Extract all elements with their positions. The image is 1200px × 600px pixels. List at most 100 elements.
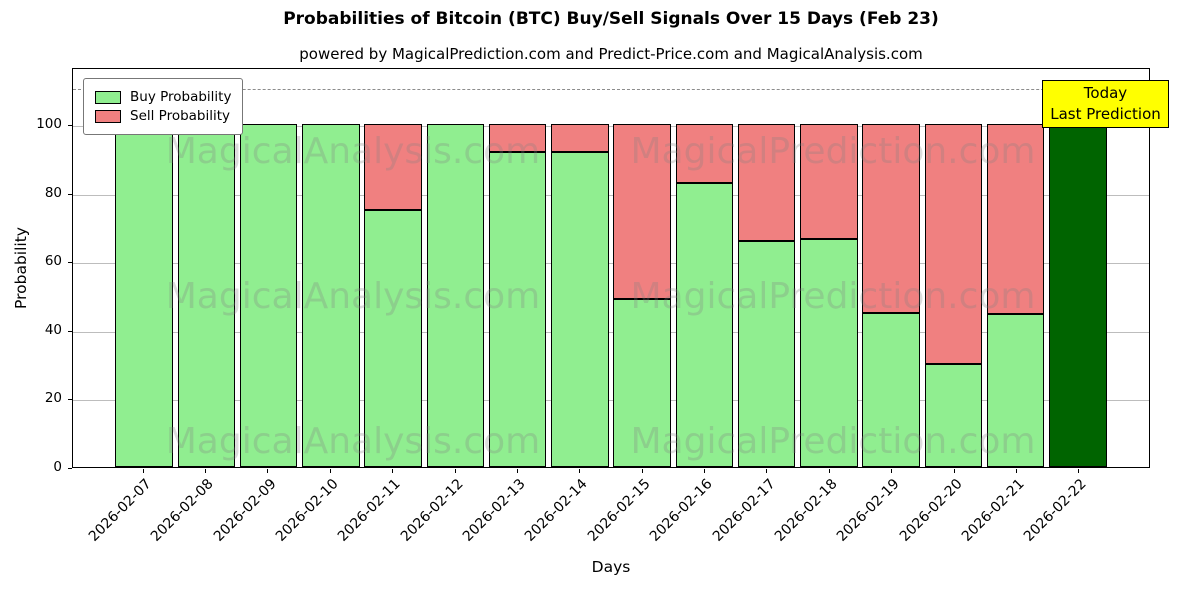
bar-slot — [798, 69, 860, 467]
chart-subtitle: powered by MagicalPrediction.com and Pre… — [299, 45, 923, 63]
bar-2026-02-13 — [488, 69, 547, 467]
x-tick-mark — [267, 469, 269, 473]
gridline — [73, 194, 1149, 196]
buy-legend-label: Buy Probability — [130, 89, 232, 105]
sell-segment — [551, 124, 609, 152]
y-tick-mark — [68, 399, 72, 401]
x-tick-mark — [516, 469, 518, 473]
buy-segment — [862, 312, 920, 467]
x-tick-mark — [454, 469, 456, 473]
y-tick-label: 20 — [44, 390, 62, 407]
sell-segment — [986, 124, 1045, 315]
buy-segment — [426, 124, 484, 467]
y-tick-mark — [68, 193, 72, 195]
bar-2026-02-19 — [862, 69, 920, 467]
buy-segment — [1049, 124, 1107, 467]
buy-segment — [551, 151, 609, 467]
buy-segment — [737, 240, 796, 467]
threshold-dashed-line — [73, 88, 1149, 90]
x-tick-mark — [766, 469, 768, 473]
bar-slot — [736, 69, 798, 467]
chart-title: Probabilities of Bitcoin (BTC) Buy/Sell … — [283, 9, 939, 29]
x-tick-label: 2026-02-15 — [584, 476, 654, 545]
bar-slot — [487, 69, 549, 467]
buy-segment — [800, 239, 858, 467]
x-tick-label: 2026-02-09 — [210, 476, 280, 545]
x-tick-label: 2026-02-10 — [272, 476, 342, 545]
y-tick-mark — [68, 262, 72, 264]
bar-2026-02-11 — [364, 69, 422, 467]
x-tick-mark — [1078, 469, 1080, 473]
today-annotation-line2: Last Prediction — [1050, 105, 1161, 123]
x-tick-label: 2026-02-07 — [85, 476, 155, 545]
sell-segment — [364, 124, 422, 210]
bar-2026-02-08 — [177, 69, 235, 467]
bar-2026-02-15 — [613, 69, 671, 467]
buy-segment — [364, 209, 422, 467]
today-annotation-line1: Today — [1083, 84, 1128, 102]
bar-2026-02-14 — [551, 69, 609, 467]
x-tick-mark — [828, 469, 830, 473]
buy-legend-patch — [95, 90, 121, 104]
x-tick-mark — [142, 469, 144, 473]
sell-segment — [737, 124, 796, 241]
x-tick-label: 2026-02-18 — [771, 476, 841, 545]
bar-2026-02-22 — [1049, 69, 1107, 467]
buy-segment — [924, 364, 982, 467]
x-tick-label: 2026-02-19 — [834, 476, 904, 545]
buy-segment — [239, 124, 298, 467]
bar-2026-02-12 — [426, 69, 484, 467]
buy-segment — [986, 314, 1045, 467]
plot-area: MagicalAnalysis.com MagicalPrediction.com… — [72, 68, 1150, 468]
x-tick-label: 2026-02-21 — [958, 476, 1028, 545]
bar-slot — [860, 69, 922, 467]
bar-slot — [175, 69, 237, 467]
x-tick-label: 2026-02-16 — [647, 476, 716, 545]
bar-slot — [673, 69, 735, 467]
legend: Buy Probability Sell Probability — [83, 78, 244, 135]
x-tick-label: 2026-02-22 — [1021, 476, 1091, 545]
x-tick-mark — [579, 469, 581, 473]
buy-segment — [675, 182, 733, 467]
gridline — [73, 400, 1149, 402]
sell-segment — [924, 124, 982, 365]
sell-legend-label: Sell Probability — [130, 108, 231, 124]
x-tick-mark — [392, 469, 394, 473]
x-tick-label: 2026-02-12 — [397, 476, 467, 545]
bar-slot — [424, 69, 486, 467]
bar-slot — [362, 69, 424, 467]
x-tick-label: 2026-02-11 — [335, 476, 405, 545]
x-tick-mark — [704, 469, 706, 473]
x-tick-label: 2026-02-08 — [148, 476, 217, 545]
bar-slot — [300, 69, 362, 467]
buy-segment — [115, 124, 173, 467]
bar-2026-02-10 — [302, 69, 360, 467]
x-tick-mark — [329, 469, 331, 473]
x-ticks: 2026-02-07 2026-02-08 2026-02-09 2026-02-10… — [72, 469, 1150, 564]
bar-2026-02-09 — [239, 69, 298, 467]
y-tick-mark — [68, 468, 72, 469]
x-tick-label: 2026-02-14 — [522, 476, 592, 545]
bar-2026-02-16 — [675, 69, 733, 467]
y-tick-label: 100 — [36, 116, 62, 133]
sell-segment — [862, 124, 920, 313]
bar-slot — [611, 69, 673, 467]
y-tick-mark — [68, 125, 72, 127]
gridline — [73, 263, 1149, 265]
x-tick-label: 2026-02-17 — [709, 476, 779, 545]
sell-segment — [675, 124, 733, 183]
legend-item-sell: Sell Probability — [95, 108, 231, 124]
bar-slot — [549, 69, 611, 467]
buy-segment — [177, 124, 235, 467]
y-tick-label: 80 — [44, 184, 62, 201]
y-tick-label: 60 — [44, 253, 62, 270]
legend-item-buy: Buy Probability — [95, 89, 231, 105]
sell-segment — [488, 124, 547, 152]
x-tick-mark — [205, 469, 207, 473]
bar-slot — [985, 69, 1047, 467]
sell-legend-patch — [95, 109, 121, 123]
bar-slot — [922, 69, 984, 467]
y-tick-mark — [68, 330, 72, 332]
buy-segment — [302, 124, 360, 467]
